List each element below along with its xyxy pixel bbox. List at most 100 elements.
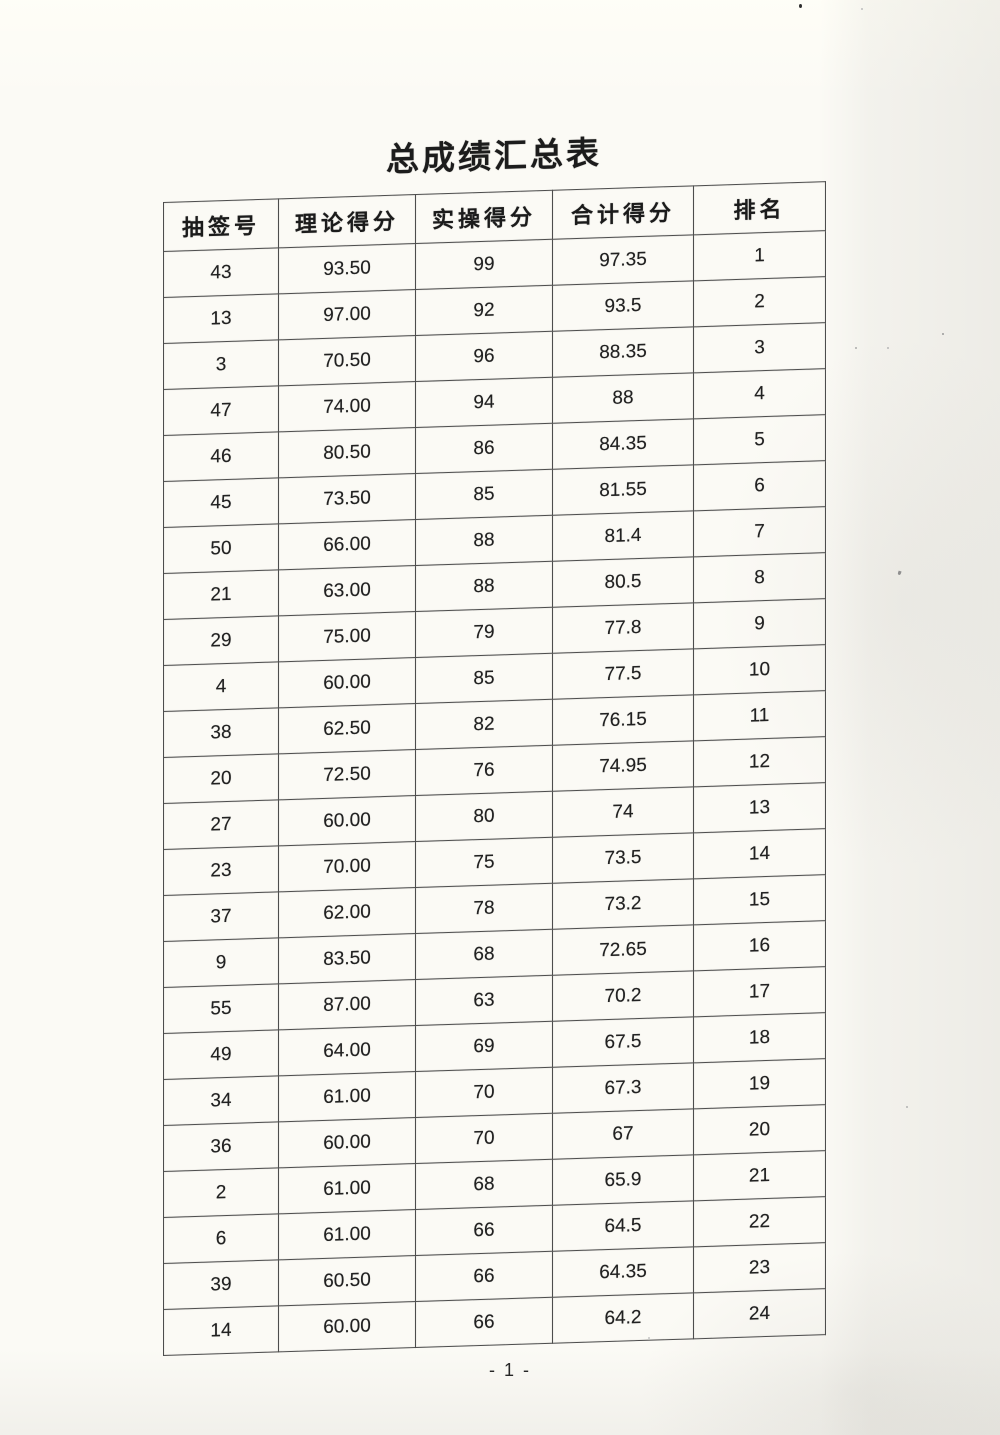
scan-speck xyxy=(648,1337,650,1339)
table-cell: 22 xyxy=(693,1196,826,1247)
table-cell: 96 xyxy=(415,331,553,382)
table-cell: 76 xyxy=(415,745,553,796)
table-cell: 7 xyxy=(693,506,826,557)
table-cell: 14 xyxy=(693,828,826,879)
table-cell: 2 xyxy=(163,1167,279,1218)
table-cell: 65.9 xyxy=(552,1154,694,1206)
table-cell: 46 xyxy=(163,431,279,482)
table-cell: 87.00 xyxy=(278,979,416,1030)
table-cell: 15 xyxy=(693,874,826,925)
table-cell: 61.00 xyxy=(278,1209,416,1260)
scan-speck xyxy=(855,347,857,349)
column-header-rank: 排名 xyxy=(693,181,826,235)
table-cell: 81.55 xyxy=(552,464,694,516)
score-summary-table: 抽签号 理论得分 实操得分 合计得分 排名 43 93.50 99 97.35 1 13 9… xyxy=(163,181,826,1356)
table-cell: 27 xyxy=(163,799,279,850)
table-cell: 70.00 xyxy=(278,841,416,892)
table-cell: 60.00 xyxy=(278,1117,416,1168)
scan-speck xyxy=(897,570,902,576)
table-cell: 82 xyxy=(415,699,553,750)
table-cell: 1 xyxy=(693,230,826,281)
table-cell: 64.2 xyxy=(552,1292,694,1344)
table-cell: 24 xyxy=(693,1288,826,1339)
table-cell: 9 xyxy=(163,937,279,988)
table-cell: 93.5 xyxy=(552,280,694,332)
table-cell: 80.50 xyxy=(278,427,416,478)
table-cell: 13 xyxy=(693,782,826,833)
table-cell: 86 xyxy=(415,423,553,474)
table-cell: 63.00 xyxy=(278,565,416,616)
table-cell: 50 xyxy=(163,523,279,574)
table-cell: 6 xyxy=(163,1213,279,1264)
scan-speck xyxy=(906,1106,908,1108)
table-cell: 20 xyxy=(693,1104,826,1155)
table-cell: 18 xyxy=(693,1012,826,1063)
table-cell: 68 xyxy=(415,1159,553,1210)
table-cell: 67 xyxy=(552,1108,694,1160)
table-cell: 88.35 xyxy=(552,326,694,378)
table-cell: 5 xyxy=(693,414,826,465)
table-cell: 66 xyxy=(415,1297,553,1348)
scan-speck xyxy=(861,8,863,10)
document-sheet: 总成绩汇总表 抽签号 理论得分 实操得分 合计得分 排名 43 93.50 99 97… xyxy=(163,119,826,1356)
table-cell: 67.3 xyxy=(552,1062,694,1114)
table-cell: 93.50 xyxy=(278,243,416,294)
table-cell: 9 xyxy=(693,598,826,649)
table-cell: 70 xyxy=(415,1113,553,1164)
table-cell: 38 xyxy=(163,707,279,758)
table-cell: 73.2 xyxy=(552,878,694,930)
table-cell: 92 xyxy=(415,285,553,336)
table-cell: 80 xyxy=(415,791,553,842)
table-cell: 39 xyxy=(163,1259,279,1310)
table-cell: 77.5 xyxy=(552,648,694,700)
table-cell: 80.5 xyxy=(552,556,694,608)
table-cell: 60.50 xyxy=(278,1255,416,1306)
table-cell: 11 xyxy=(693,690,826,741)
table-cell: 34 xyxy=(163,1075,279,1126)
table-cell: 83.50 xyxy=(278,933,416,984)
table-cell: 74 xyxy=(552,786,694,838)
page-title: 总成绩汇总表 xyxy=(386,136,602,179)
page-number: - 1 - xyxy=(488,1360,531,1380)
table-cell: 64.35 xyxy=(552,1246,694,1298)
table-cell: 67.5 xyxy=(552,1016,694,1068)
table-cell: 6 xyxy=(693,460,826,511)
table-cell: 69 xyxy=(415,1021,553,1072)
table-cell: 75 xyxy=(415,837,553,888)
column-header-theory-score: 理论得分 xyxy=(278,194,416,248)
table-cell: 63 xyxy=(415,975,553,1026)
table-cell: 60.00 xyxy=(278,657,416,708)
table-cell: 47 xyxy=(163,385,279,436)
table-cell: 60.00 xyxy=(278,795,416,846)
table-cell: 88 xyxy=(552,372,694,424)
table-cell: 68 xyxy=(415,929,553,980)
table-cell: 3 xyxy=(163,339,279,390)
table-cell: 13 xyxy=(163,293,279,344)
table-cell: 19 xyxy=(693,1058,826,1109)
table-cell: 55 xyxy=(163,983,279,1034)
table-cell: 61.00 xyxy=(278,1163,416,1214)
table-cell: 62.50 xyxy=(278,703,416,754)
table-cell: 74.00 xyxy=(278,381,416,432)
table-cell: 78 xyxy=(415,883,553,934)
table-cell: 79 xyxy=(415,607,553,658)
column-header-draw-number: 抽签号 xyxy=(163,198,279,252)
table-cell: 2 xyxy=(693,276,826,327)
table-cell: 43 xyxy=(163,247,279,298)
table-cell: 73.5 xyxy=(552,832,694,884)
table-cell: 72.50 xyxy=(278,749,416,800)
column-header-total-score: 合计得分 xyxy=(552,185,694,240)
table-cell: 66.00 xyxy=(278,519,416,570)
table-cell: 99 xyxy=(415,239,553,290)
table-cell: 16 xyxy=(693,920,826,971)
table-cell: 20 xyxy=(163,753,279,804)
table-cell: 14 xyxy=(163,1305,279,1356)
table-cell: 85 xyxy=(415,469,553,520)
table-cell: 23 xyxy=(163,845,279,896)
table-cell: 88 xyxy=(415,515,553,566)
table-cell: 81.4 xyxy=(552,510,694,562)
scan-speck xyxy=(942,333,944,335)
table-cell: 94 xyxy=(415,377,553,428)
table-cell: 76.15 xyxy=(552,694,694,746)
table-cell: 60.00 xyxy=(278,1301,416,1352)
